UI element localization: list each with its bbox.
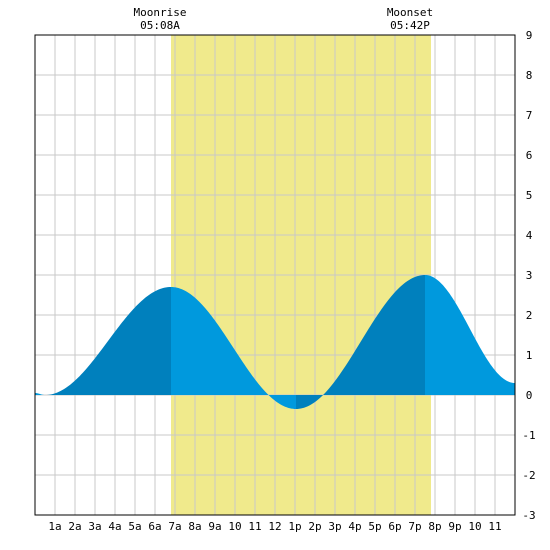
- x-tick-label: 9p: [448, 520, 461, 533]
- y-tick-label: 9: [526, 29, 533, 42]
- y-tick-labels: -3 -2 -1 0 1 2 3 4 5 6 7 8 9: [522, 29, 535, 522]
- moonrise-label: Moonrise: [134, 6, 187, 19]
- y-tick-label: 0: [526, 389, 533, 402]
- tide-falling-segment: [35, 393, 45, 395]
- x-tick-label: 12: [268, 520, 281, 533]
- x-tick-label: 6p: [388, 520, 401, 533]
- x-tick-label: 1p: [288, 520, 301, 533]
- x-tick-label: 5a: [128, 520, 141, 533]
- x-tick-label: 4a: [108, 520, 121, 533]
- x-tick-label: 11: [488, 520, 501, 533]
- tide-falling-segment: [171, 287, 296, 409]
- y-tick-label: 7: [526, 109, 533, 122]
- y-tick-label: 5: [526, 189, 533, 202]
- x-tick-label: 8a: [188, 520, 201, 533]
- moonrise-time: 05:08A: [140, 19, 180, 32]
- x-tick-label: 10: [228, 520, 241, 533]
- x-tick-label: 2a: [68, 520, 81, 533]
- grid-layer: [35, 35, 515, 515]
- x-tick-label: 10: [468, 520, 481, 533]
- moon-labels: Moonrise 05:08A Moonset 05:42P: [134, 6, 434, 32]
- tide-rising-segment: [45, 287, 171, 395]
- x-tick-label: 3a: [88, 520, 101, 533]
- x-tick-label: 5p: [368, 520, 381, 533]
- moonset-time: 05:42P: [390, 19, 430, 32]
- x-tick-label: 1a: [48, 520, 61, 533]
- y-tick-label: 1: [526, 349, 533, 362]
- y-tick-label: -2: [522, 469, 535, 482]
- plot-frame: [34, 34, 516, 516]
- x-tick-label: 7a: [168, 520, 181, 533]
- tide-layer: [35, 275, 515, 409]
- x-tick-label: 8p: [428, 520, 441, 533]
- moonset-label: Moonset: [387, 6, 433, 19]
- y-tick-label: -3: [522, 509, 535, 522]
- tide-rising-segment: [296, 275, 425, 409]
- y-tick-label: 3: [526, 269, 533, 282]
- x-tick-labels: 1a 2a 3a 4a 5a 6a 7a 8a 9a 10 11 12 1p 2p 3p 4p 5p 6p 7p 8p…: [48, 520, 501, 533]
- y-tick-label: -1: [522, 429, 535, 442]
- x-tick-label: 6a: [148, 520, 161, 533]
- x-tick-label: 9a: [208, 520, 221, 533]
- y-tick-label: 6: [526, 149, 533, 162]
- x-tick-label: 11: [248, 520, 261, 533]
- x-tick-label: 4p: [348, 520, 361, 533]
- y-tick-label: 2: [526, 309, 533, 322]
- x-tick-label: 3p: [328, 520, 341, 533]
- y-tick-label: 4: [526, 229, 533, 242]
- tide-falling-segment: [425, 275, 515, 395]
- x-tick-label: 2p: [308, 520, 321, 533]
- x-tick-label: 7p: [408, 520, 421, 533]
- y-tick-label: 8: [526, 69, 533, 82]
